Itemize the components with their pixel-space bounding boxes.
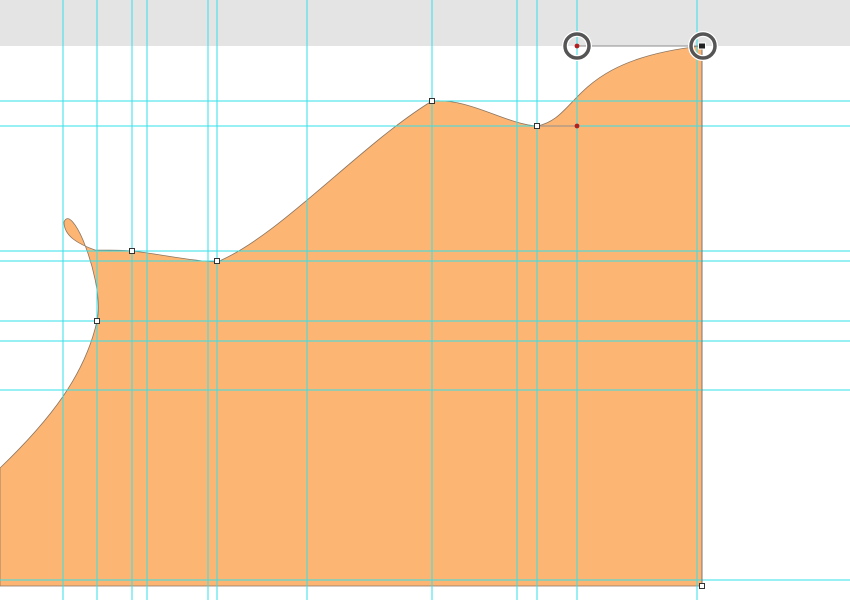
anchor-point[interactable] bbox=[94, 318, 100, 324]
direction-handle[interactable] bbox=[574, 43, 580, 49]
anchor-point[interactable] bbox=[214, 258, 220, 264]
filled-shape[interactable] bbox=[0, 45, 703, 587]
anchor-point[interactable] bbox=[534, 123, 540, 129]
highlight-ring bbox=[689, 32, 717, 60]
anchor-point[interactable] bbox=[429, 98, 435, 104]
selected-anchor-point[interactable] bbox=[698, 42, 706, 50]
pasteboard-strip bbox=[0, 0, 850, 46]
anchor-points-layer bbox=[94, 42, 706, 589]
direction-handle[interactable] bbox=[574, 123, 580, 129]
anchor-point[interactable] bbox=[129, 248, 135, 254]
highlight-ring bbox=[563, 32, 591, 60]
anchor-point[interactable] bbox=[699, 583, 705, 589]
